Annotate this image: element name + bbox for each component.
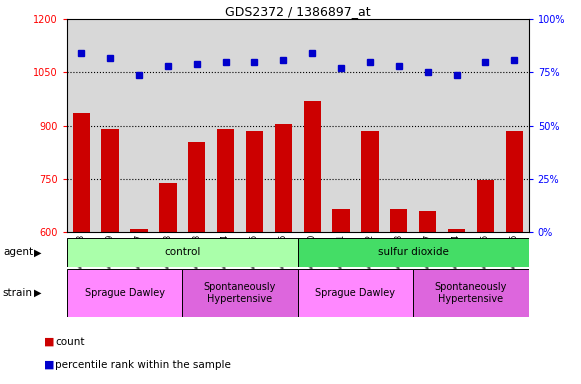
Bar <box>419 211 436 232</box>
Text: Sprague Dawley: Sprague Dawley <box>315 288 396 298</box>
Bar <box>102 129 119 232</box>
Bar <box>188 142 206 232</box>
Bar <box>73 113 90 232</box>
Bar <box>67 238 298 267</box>
Text: percentile rank within the sample: percentile rank within the sample <box>55 360 231 370</box>
Text: Sprague Dawley: Sprague Dawley <box>85 288 164 298</box>
Bar <box>303 101 321 232</box>
Bar <box>217 129 234 232</box>
Text: ■: ■ <box>44 337 54 347</box>
Bar <box>332 209 350 232</box>
Bar <box>361 131 379 232</box>
Text: Spontaneously
Hypertensive: Spontaneously Hypertensive <box>435 282 507 304</box>
Text: Spontaneously
Hypertensive: Spontaneously Hypertensive <box>204 282 276 304</box>
Text: sulfur dioxide: sulfur dioxide <box>378 247 449 258</box>
Text: ▶: ▶ <box>34 288 42 298</box>
Title: GDS2372 / 1386897_at: GDS2372 / 1386897_at <box>225 5 371 18</box>
Bar <box>182 269 297 317</box>
Bar <box>505 131 523 232</box>
Text: control: control <box>164 247 200 258</box>
Text: agent: agent <box>3 247 33 258</box>
Bar <box>448 230 465 232</box>
Bar <box>298 269 413 317</box>
Text: ▶: ▶ <box>34 247 42 258</box>
Bar <box>246 131 263 232</box>
Bar <box>413 269 529 317</box>
Bar <box>275 124 292 232</box>
Bar <box>390 209 407 232</box>
Text: count: count <box>55 337 85 347</box>
Text: strain: strain <box>3 288 33 298</box>
Bar <box>67 269 182 317</box>
Bar <box>130 230 148 232</box>
Bar <box>159 183 177 232</box>
Text: ■: ■ <box>44 360 54 370</box>
Bar <box>477 180 494 232</box>
Bar <box>298 238 529 267</box>
